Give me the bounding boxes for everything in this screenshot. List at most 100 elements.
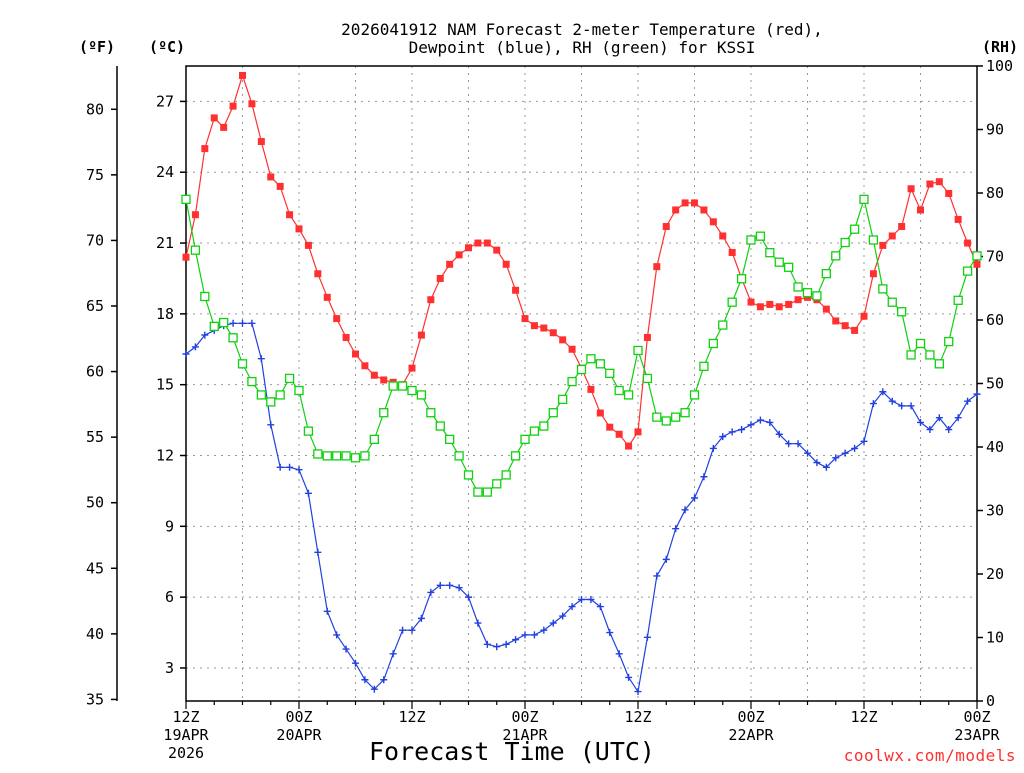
dewpoint-point bbox=[653, 572, 661, 580]
temperature-point bbox=[201, 145, 209, 153]
fahrenheit-tick-label: 50 bbox=[86, 494, 104, 512]
x-tick-label: 00Z bbox=[285, 708, 312, 726]
temperature-point bbox=[370, 371, 378, 379]
dewpoint-point bbox=[804, 449, 811, 457]
temperature-point bbox=[672, 206, 680, 214]
temperature-point bbox=[879, 241, 887, 249]
dewpoint-point bbox=[361, 676, 369, 684]
rh-point bbox=[925, 350, 935, 360]
temperature-point bbox=[229, 102, 237, 110]
dewpoint-point bbox=[342, 645, 350, 653]
dewpoint-point bbox=[568, 603, 576, 611]
dewpoint-point bbox=[907, 402, 915, 410]
dewpoint-point bbox=[775, 430, 783, 438]
temperature-point bbox=[276, 182, 284, 190]
dewpoint-point bbox=[926, 426, 934, 434]
rh-point bbox=[802, 288, 813, 298]
dewpoint-point bbox=[408, 626, 416, 634]
temperature-point bbox=[323, 293, 331, 301]
dewpoint-point bbox=[229, 319, 237, 327]
fahrenheit-tick-label: 35 bbox=[86, 690, 104, 708]
dewpoint-point bbox=[898, 402, 906, 410]
rh-point bbox=[906, 350, 916, 360]
rh-point bbox=[454, 451, 464, 461]
rh-point bbox=[397, 381, 408, 391]
rh-tick-label: 10 bbox=[986, 629, 1004, 647]
temperature-point bbox=[352, 350, 359, 358]
fahrenheit-tick-label: 80 bbox=[86, 100, 104, 118]
axes bbox=[111, 65, 983, 709]
fahrenheit-tick-label: 70 bbox=[86, 231, 104, 249]
dewpoint-point bbox=[747, 421, 755, 429]
rh-point bbox=[407, 385, 417, 396]
dewpoint-point bbox=[662, 555, 670, 563]
dewpoint-point bbox=[841, 449, 849, 457]
rh-point bbox=[567, 376, 577, 387]
temperature-point bbox=[446, 260, 454, 268]
dewpoint-point bbox=[964, 397, 972, 405]
temperature-point bbox=[747, 298, 755, 306]
dewpoint-point bbox=[295, 466, 303, 474]
temperature-point bbox=[314, 270, 322, 278]
dewpoint-point bbox=[879, 388, 887, 396]
fahrenheit-unit-label: (ºF) bbox=[79, 38, 115, 56]
rh-point bbox=[576, 364, 587, 375]
rh-point bbox=[586, 354, 596, 364]
temperature-point bbox=[851, 326, 859, 334]
rh-point bbox=[463, 470, 474, 480]
rh-point bbox=[623, 390, 634, 400]
x-tick-label: 21APR bbox=[502, 726, 548, 744]
rh-point bbox=[736, 274, 747, 284]
rh-point bbox=[755, 231, 766, 241]
rh-point bbox=[275, 390, 285, 400]
dewpoint-point bbox=[888, 397, 896, 405]
celsius-tick-label: 15 bbox=[156, 376, 174, 394]
dewpoint-point bbox=[399, 626, 407, 634]
temperature-point bbox=[860, 312, 868, 320]
x-tick-label: 23APR bbox=[954, 726, 1000, 744]
rh-tick-label: 60 bbox=[986, 311, 1004, 329]
rh-point bbox=[303, 426, 314, 436]
dewpoint-point bbox=[380, 676, 388, 684]
x-tick-label: 20APR bbox=[276, 726, 322, 744]
x-tick-label: 12Z bbox=[624, 708, 651, 726]
temperature-point bbox=[691, 199, 698, 207]
celsius-tick-label: 12 bbox=[156, 446, 174, 464]
temperature-point bbox=[248, 100, 256, 108]
temperature-point bbox=[239, 71, 246, 79]
fahrenheit-tick-label: 75 bbox=[86, 166, 104, 184]
rh-point bbox=[416, 390, 427, 400]
dewpoint-point bbox=[691, 494, 698, 502]
dewpoint-point bbox=[606, 629, 614, 637]
temperature-point bbox=[841, 322, 849, 330]
rh-point bbox=[332, 451, 342, 461]
temperature-point bbox=[643, 333, 651, 341]
rh-point bbox=[190, 245, 201, 255]
dewpoint-point bbox=[304, 489, 312, 497]
dewpoint-point bbox=[474, 619, 482, 627]
dewpoint-series bbox=[182, 319, 981, 696]
temperature-line bbox=[185, 73, 978, 448]
temperature-point bbox=[295, 225, 303, 233]
dewpoint-point bbox=[954, 414, 962, 422]
rh-point bbox=[294, 385, 304, 396]
dewpoint-point bbox=[860, 437, 868, 445]
dewpoint-point bbox=[191, 343, 199, 351]
dewpoint-point bbox=[248, 319, 256, 327]
dewpoint-point bbox=[352, 659, 359, 667]
temperature-point bbox=[436, 274, 444, 282]
temperature-point bbox=[945, 189, 953, 197]
rh-point bbox=[529, 426, 540, 436]
rh-point bbox=[821, 268, 831, 279]
rh-point bbox=[859, 194, 869, 205]
temperature-point bbox=[220, 123, 228, 131]
dewpoint-point bbox=[596, 603, 604, 611]
dewpoint-point bbox=[530, 631, 538, 639]
dewpoint-point bbox=[945, 426, 953, 434]
dewpoint-point bbox=[389, 650, 397, 658]
temperature-point bbox=[257, 138, 265, 146]
rh-point bbox=[915, 338, 926, 349]
rh-point bbox=[689, 390, 700, 400]
dewpoint-point bbox=[436, 581, 444, 589]
